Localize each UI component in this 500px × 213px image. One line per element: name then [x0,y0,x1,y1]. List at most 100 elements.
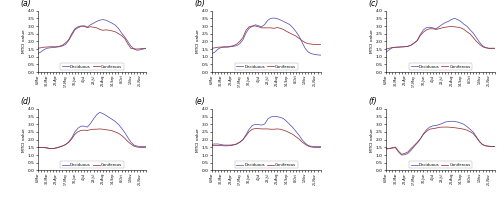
Deciduous [426,26,432,29]
Deciduous [402,153,407,156]
Deciduous [308,52,314,55]
Deciduous [278,116,283,119]
Deciduous [271,115,277,118]
Coniferous [40,146,46,149]
Legend: Deciduous, Coniferous: Deciduous, Coniferous [60,63,124,70]
Deciduous [268,17,274,20]
Coniferous [140,47,146,50]
Deciduous [144,145,150,148]
Deciduous [53,146,59,149]
Y-axis label: MTCI value: MTCI value [370,29,374,53]
Coniferous [96,28,102,31]
Coniferous [128,143,134,145]
Deciduous [470,32,476,34]
Deciduous [452,120,458,123]
Deciduous [72,29,78,31]
Deciduous [47,147,53,150]
Coniferous [240,36,246,39]
Deciduous [56,146,62,148]
Coniferous [94,128,100,131]
Coniferous [426,27,432,30]
Coniferous [278,128,283,131]
Coniferous [306,145,312,147]
Coniferous [312,43,318,46]
Deciduous [392,46,398,49]
Coniferous [418,138,424,140]
Coniferous [296,37,302,40]
Deciduous [492,47,498,50]
Coniferous [209,145,215,147]
Deciduous [125,40,131,43]
Deciduous [38,51,44,53]
Coniferous [470,132,476,135]
Deciduous [286,23,292,26]
Coniferous [106,29,112,32]
Coniferous [390,146,396,149]
Deciduous [383,148,389,150]
Deciduous [474,36,480,39]
Deciduous [131,144,137,146]
Deciduous [103,19,109,22]
Line: Deciduous: Deciduous [386,18,495,52]
Coniferous [62,143,68,146]
Coniferous [134,48,140,50]
Coniferous [230,44,236,47]
Coniferous [90,128,96,131]
Coniferous [464,129,470,131]
Y-axis label: MTCI value: MTCI value [22,29,26,53]
Deciduous [418,33,424,36]
Deciduous [430,125,436,127]
Coniferous [398,45,404,48]
Coniferous [489,47,495,50]
Coniferous [452,127,458,129]
Coniferous [134,146,140,148]
Coniferous [144,146,150,149]
Deciduous [424,26,430,29]
Deciduous [218,143,224,146]
Deciduous [96,19,102,22]
Deciduous [476,140,482,143]
Deciduous [426,126,432,128]
Deciduous [88,23,94,26]
Coniferous [308,43,314,45]
Deciduous [125,136,131,139]
Deciduous [144,47,150,50]
Coniferous [56,45,62,47]
Coniferous [299,141,305,143]
Coniferous [60,44,66,46]
Coniferous [396,150,402,153]
Coniferous [405,45,411,47]
Coniferous [442,126,448,128]
Coniferous [116,132,121,134]
Coniferous [47,147,53,150]
Coniferous [430,27,436,30]
Deciduous [405,152,411,155]
Deciduous [390,47,396,49]
Coniferous [258,128,264,130]
Deciduous [290,26,296,29]
Deciduous [237,42,243,45]
Deciduous [81,125,87,127]
Deciduous [418,138,424,140]
Coniferous [470,36,476,39]
Coniferous [262,27,268,29]
Deciduous [306,51,312,53]
Coniferous [386,47,392,50]
Coniferous [116,32,121,35]
Coniferous [131,145,137,147]
Deciduous [430,27,436,29]
Deciduous [308,145,314,148]
Coniferous [480,143,486,146]
Coniferous [461,128,467,131]
Coniferous [90,26,96,29]
Deciduous [262,123,268,125]
Coniferous [480,45,486,48]
Line: Coniferous: Coniferous [38,26,146,49]
Coniferous [433,127,439,130]
Coniferous [278,27,283,30]
Deciduous [90,118,96,120]
Coniferous [411,144,417,147]
Coniferous [436,27,442,30]
Coniferous [252,25,258,27]
Coniferous [398,153,404,155]
